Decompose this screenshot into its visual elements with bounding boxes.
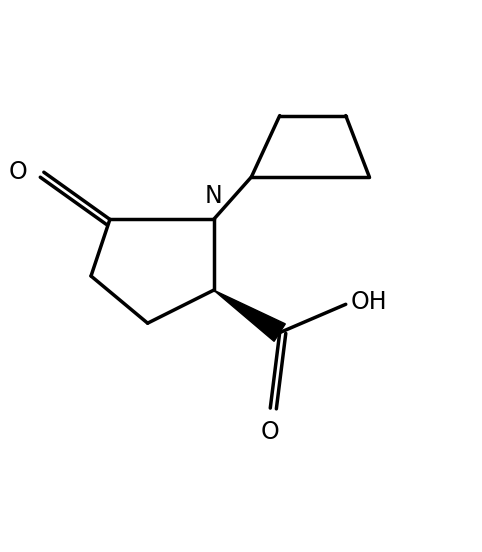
Text: O: O: [9, 160, 27, 184]
Text: O: O: [261, 420, 280, 444]
Text: N: N: [205, 184, 223, 208]
Polygon shape: [214, 290, 285, 341]
Text: OH: OH: [350, 290, 387, 314]
